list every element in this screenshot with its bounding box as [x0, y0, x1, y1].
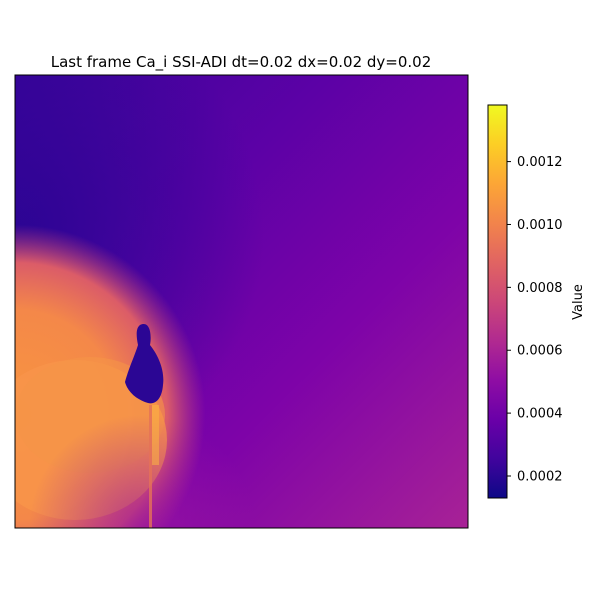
- colorbar-tick-label: 0.0002: [517, 469, 563, 484]
- heatmap-image: [15, 75, 468, 528]
- colorbar-tick-label: 0.0012: [517, 155, 563, 170]
- plot-frame: [14, 74, 469, 529]
- colorbar-label: Value: [571, 284, 586, 320]
- colorbar: 0.0002 0.0004 0.0006 0.0008 0.0010 0.0012 Val…: [487, 104, 586, 499]
- heatmap-low-notch: [125, 324, 164, 404]
- colorbar-tick-label: 0.0008: [517, 281, 563, 296]
- colorbar-tick-label: 0.0004: [517, 407, 563, 422]
- heatmap-streak-glow: [152, 405, 159, 465]
- colorbar-tick-label: 0.0010: [517, 218, 563, 233]
- colorbar-tick-label: 0.0006: [517, 344, 563, 359]
- chart-title: Last frame Ca_i SSI-ADI dt=0.02 dx=0.02 …: [51, 53, 432, 72]
- colorbar-frame: [487, 104, 508, 499]
- colorbar-gradient: [488, 105, 507, 498]
- heatmap-bottom-fade: [15, 75, 468, 528]
- heatmap-streak: [149, 405, 152, 528]
- colorbar-ticks: 0.0002 0.0004 0.0006 0.0008 0.0010 0.0012: [507, 155, 563, 484]
